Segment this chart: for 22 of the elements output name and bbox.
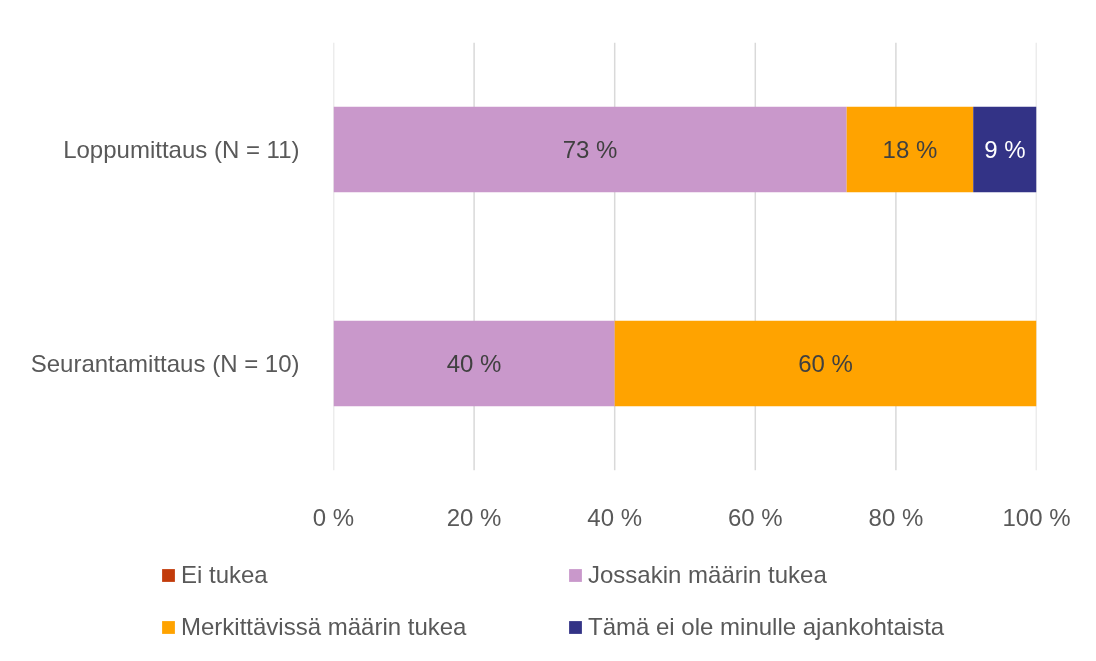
x-tick-label: 80 % <box>868 503 924 531</box>
data-label: 9 % <box>984 136 1026 163</box>
bar <box>333 106 847 193</box>
y-tick-label: Loppumittaus (N = 11) <box>63 136 300 163</box>
data-label: 60 % <box>798 350 853 377</box>
bar <box>973 106 1037 193</box>
legend-label: Merkittävissä määrin tukea <box>181 613 468 641</box>
legend-label: Ei tukea <box>181 561 269 589</box>
data-label: 73 % <box>562 136 618 163</box>
legend-label: Jossakin määrin tukea <box>588 561 828 589</box>
legend-label: Tämä ei ole minulle ajankohtaista <box>588 613 946 641</box>
bar <box>846 106 974 193</box>
y-tick-label: Seurantamittaus (N = 10) <box>30 350 300 377</box>
x-tick-label: 100 % <box>1002 503 1071 531</box>
x-tick-label: 20 % <box>446 503 502 531</box>
x-tick-label: 40 % <box>587 503 643 531</box>
x-tick-label: 60 % <box>727 503 783 531</box>
bar <box>333 320 615 407</box>
x-tick-label: 0 % <box>312 503 355 531</box>
bar <box>614 320 1037 407</box>
data-label: 18 % <box>882 136 938 163</box>
data-label: 40 % <box>446 350 502 377</box>
